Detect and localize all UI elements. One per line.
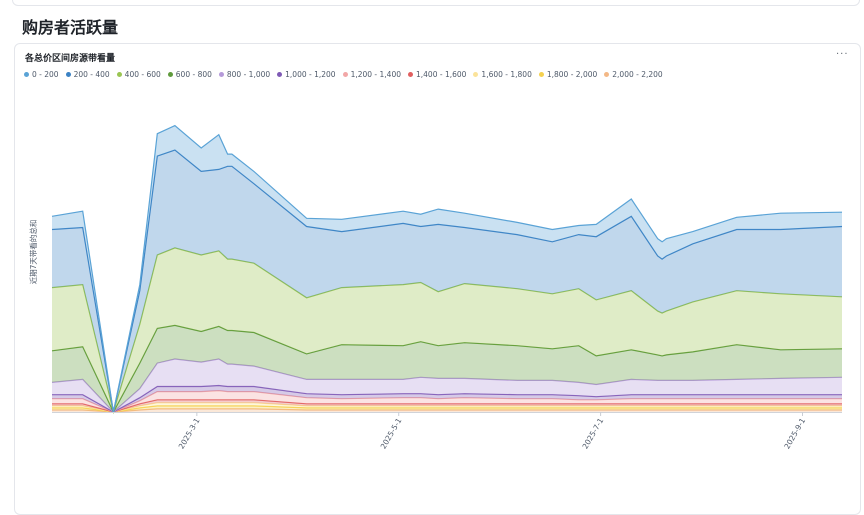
legend-dot-icon <box>24 71 29 77</box>
legend-label: 1,400 - 1,600 <box>416 69 467 79</box>
line-series-3 <box>52 399 842 413</box>
legend-item[interactable]: 800 - 1,000 <box>218 69 271 79</box>
area-series-4[interactable] <box>52 390 842 412</box>
legend-item[interactable]: 1,800 - 2,000 <box>538 69 598 79</box>
area-series-7[interactable] <box>52 325 842 412</box>
legend-item[interactable]: 200 - 400 <box>65 69 110 79</box>
line-series-9 <box>51 149 843 413</box>
legend-item[interactable]: 2,000 - 2,200 <box>604 69 663 79</box>
legend-label: 200 - 400 <box>73 69 110 79</box>
line-series-0 <box>52 408 842 413</box>
chart-panel <box>14 43 861 515</box>
legend-label: 1,200 - 1,400 <box>350 69 401 79</box>
line-series-5 <box>52 384 842 413</box>
legend-item[interactable]: 600 - 800 <box>167 69 212 79</box>
area-series-1[interactable] <box>52 405 842 412</box>
legend-dot-icon <box>408 71 413 77</box>
area-series-3[interactable] <box>52 399 842 412</box>
legend-label: 1,000 - 1,200 <box>285 69 336 79</box>
area-series-6[interactable] <box>52 359 842 412</box>
legend-item[interactable]: 1,200 - 1,400 <box>342 69 401 79</box>
legend-label: 1,800 - 2,000 <box>546 69 598 79</box>
stacked-area-chart: 近期7天带看的总和 2025-3-1 2025-5-1 2025-7-1 2025-9… <box>28 124 843 450</box>
x-tick-label: 2025-9-1 <box>782 416 807 450</box>
legend-dot-icon <box>167 71 173 77</box>
area-series-2[interactable] <box>52 402 842 412</box>
chart-title: 各总价区间房源带看量 <box>25 54 116 64</box>
legend-label: 1,600 - 1,800 <box>481 69 532 79</box>
legend-dot-icon <box>342 71 348 77</box>
x-tick-label: 2025-3-1 <box>177 416 202 450</box>
legend-dot-icon <box>538 71 544 77</box>
y-axis-label: 近期7天带看的总和 <box>28 220 38 285</box>
x-tick-label: 2025-5-1 <box>379 416 404 450</box>
legend-item[interactable]: 1,600 - 1,800 <box>473 69 532 79</box>
x-tick-label: 2025-7-1 <box>581 416 606 450</box>
legend-dot-icon <box>218 71 224 77</box>
legend-dot-icon <box>116 71 122 77</box>
legend-label: 400 - 600 <box>124 69 161 79</box>
line-series-6 <box>51 358 843 413</box>
legend-item[interactable]: 1,000 - 1,200 <box>277 69 336 79</box>
area-series-9[interactable] <box>52 150 842 412</box>
legend-label: 0 - 200 <box>32 69 59 79</box>
line-series-7 <box>51 324 843 414</box>
line-series-4 <box>52 389 842 413</box>
legend-item[interactable]: 1,400 - 1,600 <box>408 70 466 79</box>
legend-label: 800 - 1,000 <box>226 69 271 79</box>
legend-label: 600 - 800 <box>175 69 212 79</box>
legend-dot-icon <box>473 71 479 77</box>
area-series-8[interactable] <box>52 247 842 412</box>
legend-dot-icon <box>604 71 610 77</box>
line-series-1 <box>52 405 842 413</box>
line-series-8 <box>51 247 843 415</box>
line-series-10 <box>51 124 843 413</box>
legend-item[interactable]: 400 - 600 <box>116 69 161 79</box>
more-horizontal-icon[interactable]: ··· <box>836 49 849 60</box>
page-title: 购房者活跃量 <box>22 18 119 37</box>
chart-legend: 0 - 200 200 - 400 400 - 600 600 - 800 800 - … <box>24 68 670 80</box>
legend-dot-icon <box>277 71 283 77</box>
legend-label: 2,000 - 2,200 <box>612 69 663 79</box>
line-series-2 <box>52 402 842 413</box>
legend-item[interactable]: 0 - 200 <box>24 70 59 79</box>
legend-dot-icon <box>65 71 71 77</box>
